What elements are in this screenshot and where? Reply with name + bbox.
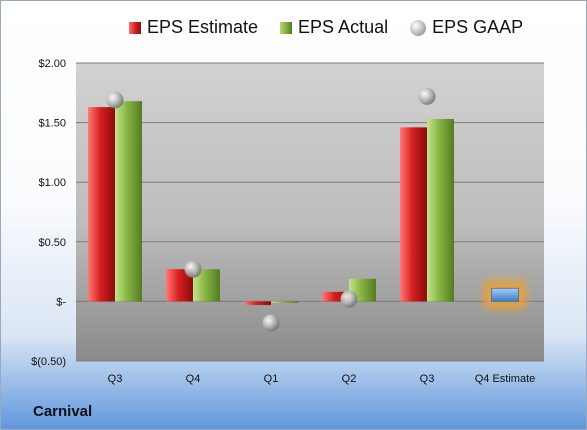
x-tick-label: Q4 [186,373,201,385]
x-tick-label: Q2 [342,373,357,385]
legend-label-estimate: EPS Estimate [147,17,259,37]
y-tick-label: $0.50 [38,237,66,249]
plot-area [76,63,544,361]
gaap-point [106,91,124,109]
y-tick-label: $1.00 [38,177,66,189]
x-axis-ticks: Q3 Q4 Q1 Q2 Q3 Q4 Estimate [108,373,536,385]
estimate-bar [400,127,427,302]
y-axis-ticks: $(0.50) $- $0.50 $1.00 $1.50 $2.00 [31,58,66,368]
x-tick-label: Q3 [420,373,435,385]
x-tick-label: Q3 [108,373,123,385]
legend-item-estimate: EPS Estimate [129,17,258,38]
y-tick-label: $1.50 [38,118,66,130]
legend-label-gaap: EPS GAAP [432,17,524,37]
legend: EPS Estimate EPS Actual EPS GAAP [129,17,545,38]
bars [88,101,527,310]
gaap-point [418,87,436,105]
gaap-point [262,314,280,332]
gaap-swatch [410,19,427,36]
y-tick-label: $- [56,296,66,308]
actual-bar [115,101,142,302]
legend-item-gaap: EPS GAAP [410,17,523,38]
grid-lines [76,62,544,362]
gaap-points [106,87,436,332]
actual-bar [427,119,454,302]
estimate-bar [244,301,271,305]
estimate-bar [322,291,349,302]
company-name: Carnival [33,403,93,420]
gaap-point [340,290,358,308]
future-estimate-bar [491,287,519,302]
legend-item-actual: EPS Actual [280,17,388,38]
x-tick-label: Q4 Estimate [475,373,536,385]
estimate-bar [88,107,115,302]
actual-swatch [280,21,293,34]
legend-label-actual: EPS Actual [298,17,389,37]
gaap-point [184,260,202,278]
estimate-swatch [129,21,141,34]
y-tick-label: $2.00 [38,58,66,70]
actual-bar [271,301,298,303]
x-tick-label: Q1 [264,373,279,385]
y-tick-label: $(0.50) [31,356,66,368]
